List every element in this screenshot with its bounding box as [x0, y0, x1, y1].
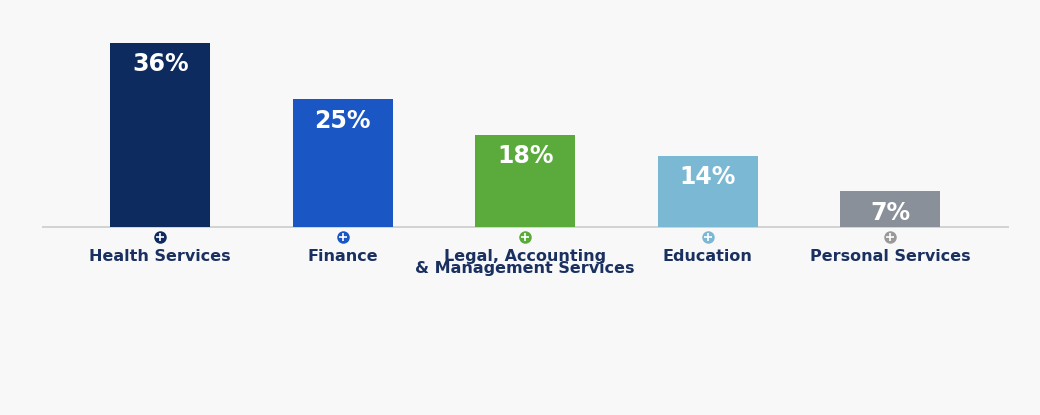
Bar [840, 191, 940, 227]
Text: 7%: 7% [870, 200, 910, 225]
Text: Education: Education [662, 249, 753, 264]
Text: Health Services: Health Services [89, 249, 231, 264]
Bar [110, 43, 210, 227]
Text: & Management Services: & Management Services [415, 261, 635, 276]
Text: Finance: Finance [308, 249, 378, 264]
Text: Legal, Accounting: Legal, Accounting [444, 249, 606, 264]
Bar [657, 156, 758, 227]
Text: 14%: 14% [679, 165, 736, 189]
Text: 25%: 25% [314, 109, 371, 132]
Bar [292, 99, 393, 227]
Bar [475, 135, 575, 227]
Text: Personal Services: Personal Services [810, 249, 970, 264]
Text: 18%: 18% [497, 144, 553, 168]
Text: 36%: 36% [132, 52, 188, 76]
